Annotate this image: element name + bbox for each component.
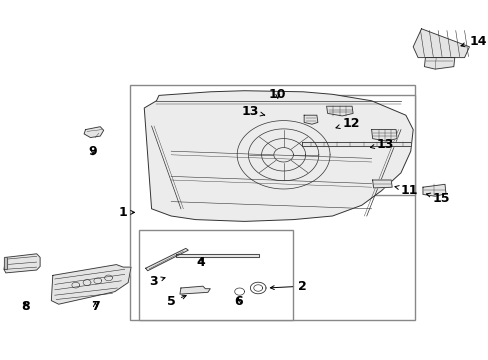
Polygon shape <box>412 29 468 58</box>
Text: 15: 15 <box>426 192 449 204</box>
Text: 7: 7 <box>91 300 100 313</box>
Text: 14: 14 <box>460 35 486 48</box>
Text: 9: 9 <box>88 145 97 158</box>
Bar <box>130 85 414 320</box>
Polygon shape <box>372 180 391 188</box>
Polygon shape <box>84 127 103 138</box>
Text: 1: 1 <box>118 206 134 219</box>
Polygon shape <box>4 254 40 273</box>
Text: 5: 5 <box>167 295 186 308</box>
Polygon shape <box>145 248 188 271</box>
Text: 4: 4 <box>196 256 205 269</box>
Text: 10: 10 <box>268 88 286 101</box>
Text: 13: 13 <box>241 105 264 118</box>
Text: 6: 6 <box>234 295 243 308</box>
Text: 8: 8 <box>21 300 30 313</box>
Text: 13: 13 <box>370 138 393 150</box>
Polygon shape <box>304 115 317 124</box>
Text: 12: 12 <box>335 117 359 130</box>
Polygon shape <box>422 184 445 196</box>
Text: 11: 11 <box>394 184 418 197</box>
Polygon shape <box>424 58 454 69</box>
Polygon shape <box>176 254 259 257</box>
Text: 2: 2 <box>270 280 306 293</box>
Polygon shape <box>144 91 412 221</box>
Polygon shape <box>4 257 7 269</box>
Polygon shape <box>302 142 410 146</box>
Polygon shape <box>371 130 396 141</box>
Text: 3: 3 <box>148 275 164 288</box>
Bar <box>297 95 414 195</box>
Polygon shape <box>180 286 210 294</box>
Polygon shape <box>326 106 352 116</box>
Polygon shape <box>51 265 131 304</box>
Bar <box>139 230 293 320</box>
